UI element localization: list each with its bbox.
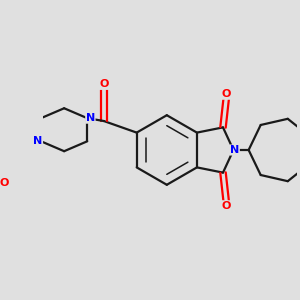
Text: O: O [0, 178, 9, 188]
Text: O: O [222, 201, 231, 211]
Text: N: N [230, 145, 239, 155]
Text: O: O [222, 89, 231, 99]
Text: N: N [33, 136, 43, 146]
Text: O: O [99, 80, 109, 89]
Text: N: N [86, 113, 95, 123]
